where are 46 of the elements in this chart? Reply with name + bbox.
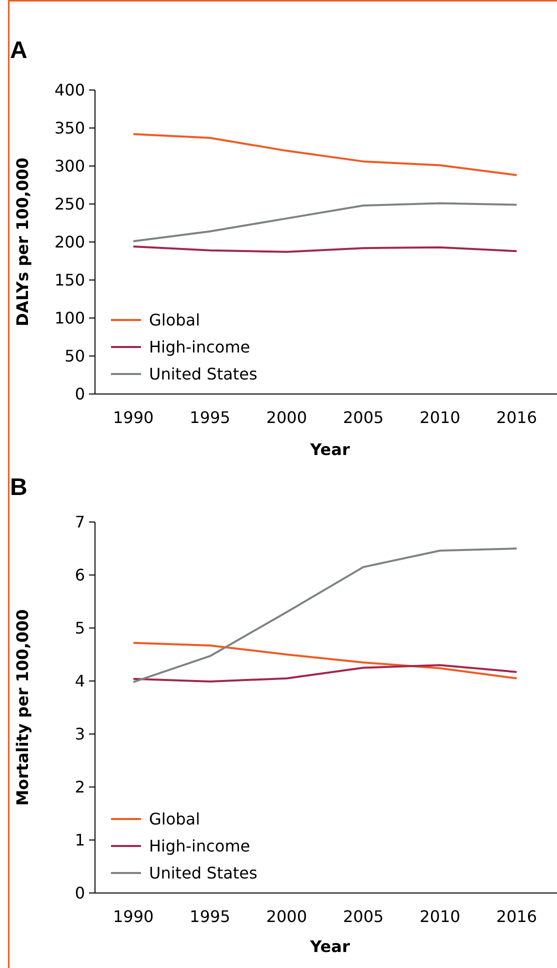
x-axis-title: Year — [309, 937, 350, 956]
x-tick-label: 1990 — [112, 408, 154, 427]
y-tick-label: 150 — [54, 270, 85, 290]
x-tick-label: 1995 — [190, 408, 230, 427]
y-tick-label: 50 — [64, 346, 85, 366]
y-tick-label: 3 — [74, 724, 85, 744]
line-series — [132, 642, 518, 680]
y-axis-title: Mortality per 100,000 — [13, 609, 32, 806]
y-tick-label: 2 — [74, 778, 85, 797]
x-tick-label: 2010 — [420, 408, 460, 427]
y-tick-label: 400 — [54, 80, 85, 100]
y-tick-label: 0 — [74, 884, 85, 903]
line-series — [132, 202, 518, 242]
legend-label: United States — [149, 864, 258, 883]
y-tick-label: 250 — [54, 194, 85, 214]
legend-label: High-income — [149, 338, 250, 357]
y-tick-label: 7 — [74, 512, 85, 532]
x-tick-label: 2005 — [342, 907, 384, 926]
x-tick-label: 1995 — [190, 907, 230, 926]
x-tick-label: 2016 — [496, 408, 538, 427]
y-tick-label: 1 — [74, 830, 85, 850]
line-series — [132, 548, 518, 684]
x-tick-label: 2010 — [420, 907, 460, 926]
y-tick-label: 300 — [54, 156, 85, 176]
legend-label: High-income — [149, 836, 250, 856]
x-tick-label: 2000 — [266, 408, 308, 427]
line-series — [132, 664, 518, 683]
chart-title: A — [10, 37, 28, 64]
x-tick-label: 1990 — [112, 907, 154, 926]
y-tick-label: 4 — [74, 672, 85, 691]
x-tick-label: 2016 — [496, 907, 538, 926]
x-tick-label: 2000 — [266, 907, 308, 926]
legend-label: Global — [149, 310, 200, 330]
y-axis-title: DALYs per 100,000 — [13, 158, 32, 326]
x-tick-label: 2005 — [342, 408, 384, 427]
legend-label: United States — [149, 364, 258, 384]
chart-title: B — [10, 474, 28, 501]
legend-label: Global — [149, 810, 200, 829]
y-tick-label: 6 — [74, 566, 85, 585]
y-tick-label: 100 — [54, 308, 85, 328]
x-axis-title: Year — [309, 440, 350, 459]
line-series — [132, 133, 518, 176]
y-tick-label: 350 — [54, 118, 85, 138]
y-tick-label: 0 — [74, 384, 85, 404]
y-tick-label: 200 — [54, 232, 85, 252]
y-tick-label: 5 — [74, 618, 85, 638]
